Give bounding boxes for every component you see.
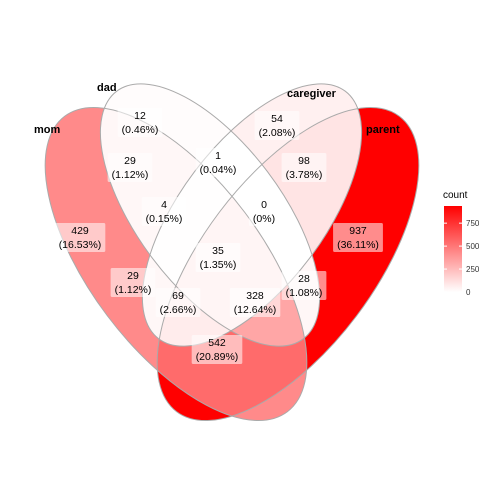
region-count: 12 <box>134 110 146 122</box>
region-count: 429 <box>71 225 89 237</box>
region-percent: (2.08%) <box>259 127 296 139</box>
label-box <box>254 111 300 140</box>
label-box <box>229 288 281 317</box>
region-percent: (36.11%) <box>337 239 379 251</box>
region-label-mom_dad_parent: 328 (12.64%) <box>229 288 281 317</box>
label-box <box>195 243 241 272</box>
set-label-dad: dad <box>97 82 117 94</box>
label-box <box>107 153 153 182</box>
label-box <box>191 335 243 364</box>
region-percent: (3.78%) <box>286 169 323 181</box>
label-box <box>248 197 280 226</box>
caregiver-outline <box>141 83 363 347</box>
region-label-dad_parent: 28 (1.08%) <box>281 271 327 300</box>
region-label-mom_caregiver: 29 (1.12%) <box>110 268 156 297</box>
region-label-dad_only: 12 (0.46%) <box>117 108 163 137</box>
region-percent: (0%) <box>253 213 275 225</box>
region-label-dad_caregiver_parent: 0 (0%) <box>248 197 280 226</box>
legend-title: count <box>443 190 468 201</box>
region-percent: (0.15%) <box>146 213 183 225</box>
region-label-mom_parent: 542 (20.89%) <box>191 335 243 364</box>
region-percent: (12.64%) <box>234 304 277 316</box>
set-label-parent: parent <box>366 124 400 136</box>
region-count: 0 <box>261 199 267 211</box>
region-label-mom_dad_caregiver: 4 (0.15%) <box>141 197 187 226</box>
label-box <box>281 153 327 182</box>
label-box <box>117 108 163 137</box>
region-count: 35 <box>212 245 224 257</box>
region-count: 98 <box>298 155 310 167</box>
label-box <box>333 223 383 252</box>
region-count: 29 <box>127 270 139 282</box>
region-label-parent_only: 937 (36.11%) <box>333 223 383 252</box>
legend-tick-label: 500 <box>466 242 480 251</box>
region-percent: (0.46%) <box>122 124 159 136</box>
region-percent: (1.35%) <box>200 259 237 271</box>
count-legend: count 750 500 250 0 <box>443 190 480 297</box>
dad-outline <box>99 83 321 347</box>
legend-tick-label: 750 <box>466 219 480 228</box>
set-label-caregiver: caregiver <box>287 88 337 100</box>
region-count: 1 <box>215 150 221 162</box>
region-label-dad_caregiver: 1 (0.04%) <box>195 148 241 177</box>
mom-outline <box>44 106 308 422</box>
label-box <box>195 148 241 177</box>
region-count: 29 <box>124 155 136 167</box>
region-percent: (1.12%) <box>112 169 149 181</box>
legend-tick-label: 0 <box>466 288 471 297</box>
region-percent: (0.04%) <box>200 164 237 176</box>
region-count: 69 <box>172 290 184 302</box>
label-box <box>281 271 327 300</box>
region-count: 542 <box>208 337 226 349</box>
legend-colorbar <box>444 206 462 292</box>
region-label-mom_only: 429 (16.53%) <box>54 223 106 252</box>
region-count: 54 <box>271 113 283 125</box>
region-count-labels: 429(16.53%)12(0.46%)54(2.08%)937(36.11%)… <box>54 108 383 364</box>
region-label-caregiver_only: 54 (2.08%) <box>254 111 300 140</box>
label-box <box>155 288 201 317</box>
region-count: 4 <box>161 199 167 211</box>
label-box <box>110 268 156 297</box>
set-label-mom: mom <box>34 124 61 136</box>
region-percent: (2.66%) <box>160 304 197 316</box>
region-percent: (16.53%) <box>59 239 102 251</box>
region-label-mom_caregiver_parent: 69 (2.66%) <box>155 288 201 317</box>
set-outlines <box>44 83 420 422</box>
region-percent: (1.12%) <box>115 284 152 296</box>
region-percent: (1.08%) <box>286 287 323 299</box>
region-label-all_four: 35 (1.35%) <box>195 243 241 272</box>
label-box <box>54 223 106 252</box>
label-box <box>141 197 187 226</box>
region-count: 28 <box>298 273 310 285</box>
legend-tick-label: 250 <box>466 265 480 274</box>
region-count: 937 <box>349 225 367 237</box>
region-percent: (20.89%) <box>196 351 239 363</box>
region-count: 328 <box>246 290 264 302</box>
region-label-caregiver_parent: 98 (3.78%) <box>281 153 327 182</box>
region-label-mom_dad: 29 (1.12%) <box>107 153 153 182</box>
parent-outline <box>156 106 420 422</box>
